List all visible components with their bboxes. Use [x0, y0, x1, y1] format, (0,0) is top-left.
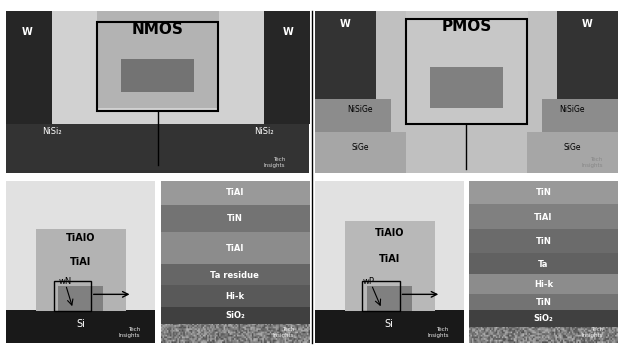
Text: NiSiGe: NiSiGe	[348, 105, 373, 113]
Bar	[54, 281, 91, 310]
Text: TiN: TiN	[535, 237, 552, 246]
Text: Tech
Insights: Tech Insights	[582, 327, 603, 338]
Text: SiO₂: SiO₂	[225, 311, 245, 320]
Text: TiAl: TiAl	[226, 188, 244, 197]
Text: PMOS: PMOS	[441, 19, 492, 34]
Text: Tech
Insights: Tech Insights	[273, 327, 294, 338]
Text: TiAlO: TiAlO	[66, 232, 95, 243]
Text: W: W	[283, 27, 293, 37]
Text: Tech
Insights: Tech Insights	[119, 327, 140, 338]
Text: TiN: TiN	[227, 215, 243, 223]
Text: TiAl: TiAl	[534, 213, 553, 222]
Text: Tech
Insights: Tech Insights	[581, 157, 603, 168]
Text: Hi-k: Hi-k	[225, 292, 245, 301]
Text: wP: wP	[363, 277, 374, 286]
Text: NiSiGe: NiSiGe	[560, 105, 585, 113]
Text: SiO₂: SiO₂	[534, 314, 553, 323]
Bar	[97, 22, 218, 111]
Text: Tech
Insights: Tech Insights	[427, 327, 449, 338]
Text: TiAl: TiAl	[70, 257, 91, 267]
Text: SiGe: SiGe	[563, 144, 581, 153]
Bar	[406, 19, 527, 124]
Text: TiAl: TiAl	[379, 254, 400, 264]
Text: Ta: Ta	[539, 260, 548, 269]
Text: TiAl: TiAl	[226, 244, 244, 253]
Text: W: W	[22, 27, 33, 37]
Text: Si: Si	[76, 318, 85, 329]
Text: Ta residue: Ta residue	[210, 271, 259, 280]
Text: NiSi₂: NiSi₂	[254, 127, 273, 136]
Text: W: W	[340, 19, 351, 29]
Text: Si: Si	[385, 318, 394, 329]
Text: Hi-k: Hi-k	[534, 280, 553, 289]
Bar	[363, 281, 399, 310]
Text: NMOS: NMOS	[132, 22, 183, 37]
Text: TiN: TiN	[535, 298, 552, 307]
Text: TiAlO: TiAlO	[374, 228, 404, 238]
Text: W: W	[582, 19, 593, 29]
Text: Tech
Insights: Tech Insights	[263, 157, 285, 168]
Text: NiSi₂: NiSi₂	[42, 127, 62, 136]
Text: SiGe: SiGe	[352, 144, 369, 153]
Text: TiN: TiN	[535, 188, 552, 197]
Text: wN: wN	[58, 277, 71, 286]
